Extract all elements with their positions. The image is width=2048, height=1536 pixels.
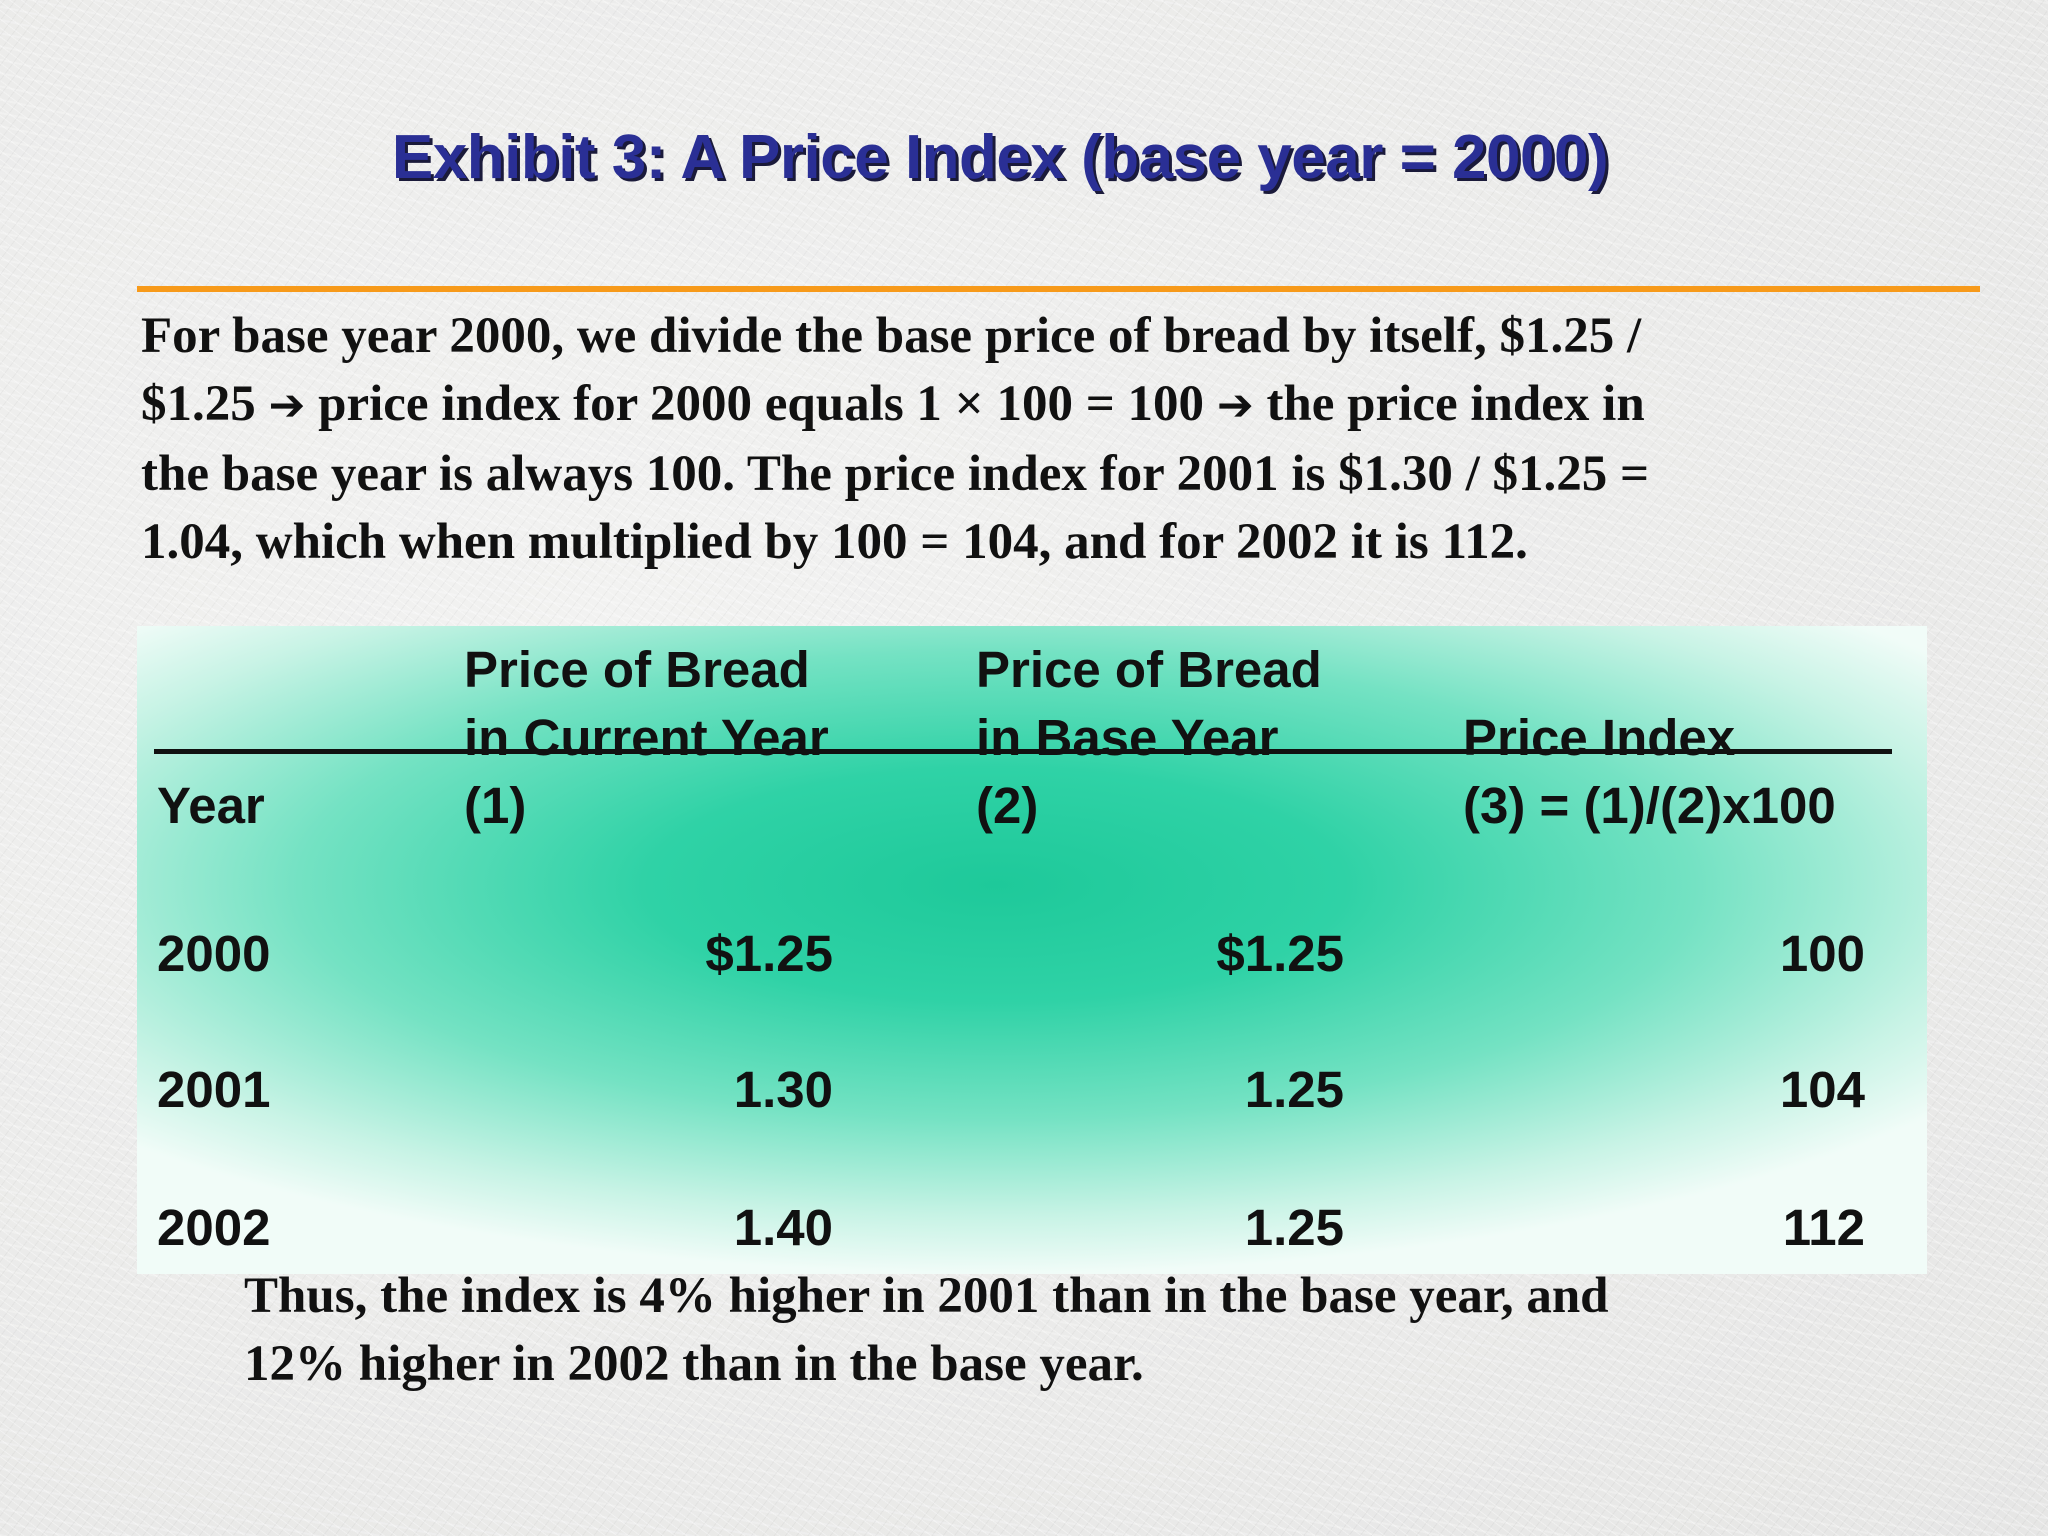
header-current-line-3: (1): [464, 777, 527, 834]
table-row-year: 2002: [157, 1199, 271, 1256]
header-base-line-2: in Base Year: [976, 709, 1279, 766]
intro-line-2: $1.25 ➔ price index for 2000 equals 1 × …: [141, 370, 1981, 440]
header-year: Year: [157, 777, 265, 834]
table-row-base: 1.25: [1244, 1199, 1344, 1256]
intro-line-2-middle: price index for 2000 equals 1 × 100 = 10…: [318, 376, 1205, 432]
table-row-index: 112: [1782, 1199, 1865, 1256]
header-base-line-1: Price of Bread: [976, 641, 1322, 698]
price-index-table: Price of Bread in Current Year Price of …: [137, 626, 1927, 1274]
intro-line-3: the base year is always 100. The price i…: [141, 446, 1650, 502]
title-divider: [137, 286, 1980, 292]
header-base-line-3: (2): [976, 777, 1039, 834]
header-index-line-3: (3) = (1)/(2)x100: [1463, 777, 1836, 834]
intro-line-1: For base year 2000, we divide the base p…: [141, 308, 1642, 364]
table-row-year: 2000: [157, 925, 271, 982]
table-row-index: 104: [1779, 1061, 1865, 1118]
table-row-current: 1.40: [733, 1199, 833, 1256]
intro-line-2-start: $1.25: [141, 376, 256, 432]
header-index-line-2: Price Index: [1463, 709, 1736, 766]
intro-paragraph: For base year 2000, we divide the base p…: [141, 302, 1981, 576]
header-current-line-1: Price of Bread: [464, 641, 810, 698]
table-row-base: 1.25: [1244, 1061, 1344, 1118]
closing-paragraph: Thus, the index is 4% higher in 2001 tha…: [244, 1262, 1944, 1398]
table-row-base: $1.25: [1216, 925, 1344, 982]
table-row-current: $1.25: [705, 925, 833, 982]
intro-line-2-end: the price index in: [1266, 376, 1645, 432]
slide-title: Exhibit 3: A Price Index (base year = 20…: [391, 123, 1609, 192]
arrow-right-icon: ➔: [268, 380, 306, 431]
header-current-line-2: in Current Year: [464, 709, 829, 766]
arrow-right-icon: ➔: [1216, 380, 1254, 431]
table-row-index: 100: [1779, 925, 1865, 982]
table-row-year: 2001: [157, 1061, 271, 1118]
intro-line-4: 1.04, which when multiplied by 100 = 104…: [141, 514, 1528, 570]
header-rule: [154, 749, 1892, 754]
closing-line-2: 12% higher in 2002 than in the base year…: [244, 1336, 1144, 1392]
closing-line-1: Thus, the index is 4% higher in 2001 tha…: [244, 1268, 1609, 1324]
table-row-current: 1.30: [733, 1061, 833, 1118]
